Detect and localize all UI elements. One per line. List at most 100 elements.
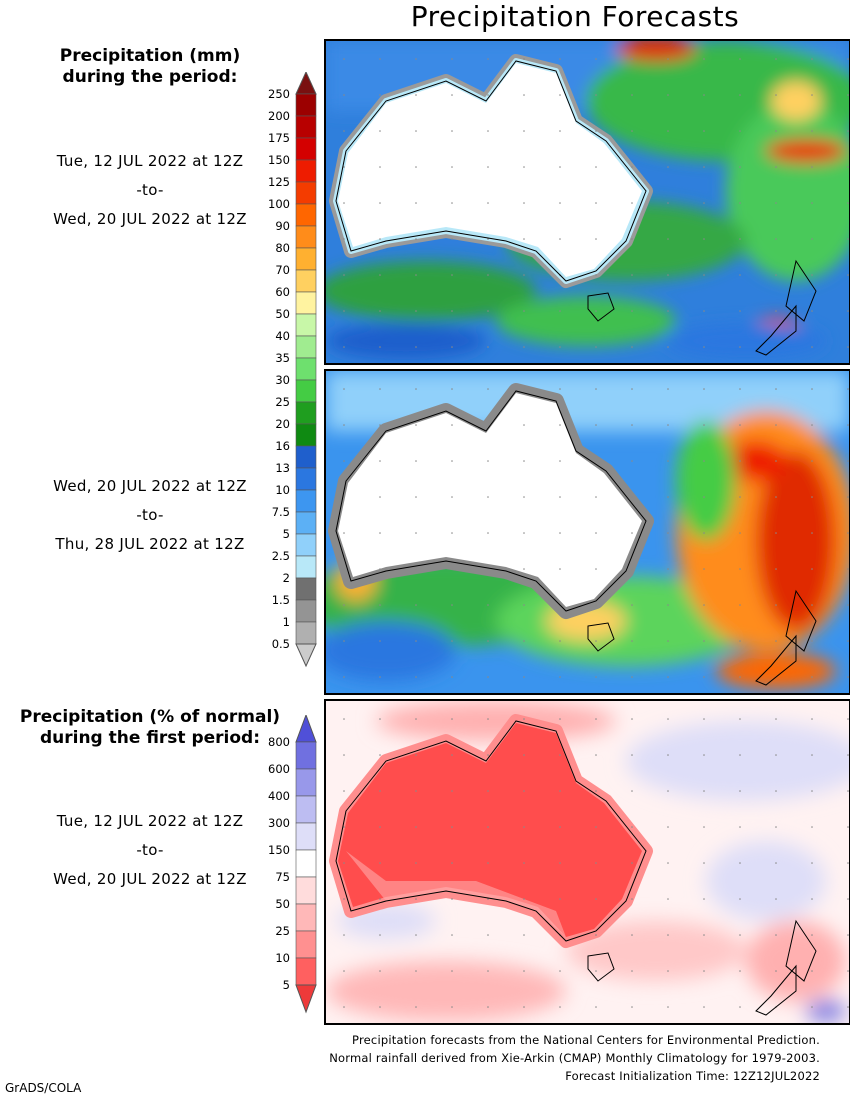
anomaly-colorbar-tick-label: 5	[282, 978, 290, 992]
precip-colorbar	[295, 72, 317, 668]
credit-label: GrADS/COLA	[5, 1081, 82, 1095]
precip-colorbar-tick-label: 20	[275, 417, 290, 431]
footer-notes: Precipitation forecasts from the Nationa…	[220, 1031, 820, 1085]
precip-colorbar-swatch	[295, 203, 317, 227]
precip-colorbar-tick-label: 250	[268, 87, 290, 101]
precip-colorbar-swatch	[295, 599, 317, 623]
precip-colorbar-tick-label: 60	[275, 285, 290, 299]
anomaly-colorbar-bottom-arrow	[295, 984, 317, 1014]
anomaly-colorbar-tick-label: 10	[275, 951, 290, 965]
anomaly-colorbar-tick-label: 600	[268, 762, 290, 776]
precip-colorbar-tick-label: 125	[268, 175, 290, 189]
footer-line1: Precipitation forecasts from the Nationa…	[352, 1033, 820, 1047]
precip-colorbar-swatch	[295, 511, 317, 535]
precip-colorbar-swatch	[295, 313, 317, 337]
anomaly-colorbar	[295, 715, 317, 1014]
precip-colorbar-tick-label: 50	[275, 307, 290, 321]
precip-colorbar-tick-label: 25	[275, 395, 290, 409]
anomaly-colorbar-swatch	[295, 876, 317, 905]
anomaly-colorbar-swatch	[295, 822, 317, 851]
precip-colorbar-tick-label: 7.5	[271, 505, 290, 519]
period2-sep: -to-	[136, 506, 164, 524]
period1-label: Tue, 12 JUL 2022 at 12Z -to- Wed, 20 JUL…	[0, 147, 300, 234]
precip-colorbar-bottom-arrow	[295, 643, 317, 668]
anomaly-colorbar-tick-label: 300	[268, 816, 290, 830]
anomaly-colorbar-swatch	[295, 930, 317, 959]
period3-sep: -to-	[136, 841, 164, 859]
footer-line2: Normal rainfall derived from Xie-Arkin (…	[329, 1051, 820, 1065]
precip-legend-header: Precipitation (mm) during the period:	[0, 46, 300, 88]
forecast-map-period1	[324, 39, 850, 365]
precip-colorbar-tick-label: 0.5	[271, 637, 290, 651]
period1-sep: -to-	[136, 181, 164, 199]
footer-line3: Forecast Initialization Time: 12Z12JUL20…	[565, 1069, 820, 1083]
anomaly-colorbar-tick-label: 75	[275, 870, 290, 884]
precip-colorbar-swatch	[295, 247, 317, 271]
precip-colorbar-tick-label: 70	[275, 263, 290, 277]
anomaly-colorbar-swatch	[295, 957, 317, 986]
anomaly-colorbar-swatch	[295, 903, 317, 932]
precip-colorbar-swatch	[295, 467, 317, 491]
precip-colorbar-swatch	[295, 379, 317, 403]
anomaly-colorbar-tick-label: 50	[275, 897, 290, 911]
precip-colorbar-swatch	[295, 115, 317, 139]
anomaly-legend-header-line1: Precipitation (% of normal)	[19, 707, 281, 727]
precip-colorbar-swatch	[295, 489, 317, 513]
anomaly-colorbar-swatch	[295, 741, 317, 770]
anomaly-colorbar-swatch	[295, 849, 317, 878]
precip-colorbar-tick-label: 13	[275, 461, 290, 475]
precip-colorbar-swatch	[295, 159, 317, 183]
anomaly-legend-header-line2: during the first period:	[39, 728, 261, 748]
precip-colorbar-tick-label: 30	[275, 373, 290, 387]
anomaly-colorbar-tick-label: 800	[268, 735, 290, 749]
precip-colorbar-swatch	[295, 423, 317, 447]
period3-end: Wed, 20 JUL 2022 at 12Z	[53, 870, 247, 888]
anomaly-colorbar-top-arrow	[295, 715, 317, 743]
forecast-map-period2	[324, 369, 850, 695]
precip-colorbar-swatch	[295, 181, 317, 205]
precip-colorbar-swatch	[295, 137, 317, 161]
precip-colorbar-swatch	[295, 401, 317, 425]
period2-end: Thu, 28 JUL 2022 at 12Z	[55, 535, 245, 553]
precip-colorbar-tick-label: 40	[275, 329, 290, 343]
precip-colorbar-tick-label: 100	[268, 197, 290, 211]
anomaly-colorbar-tick-label: 150	[268, 843, 290, 857]
precip-colorbar-swatch	[295, 335, 317, 359]
period2-start: Wed, 20 JUL 2022 at 12Z	[53, 477, 247, 495]
period3-label: Tue, 12 JUL 2022 at 12Z -to- Wed, 20 JUL…	[0, 807, 300, 894]
anomaly-legend-header: Precipitation (% of normal) during the f…	[0, 707, 300, 749]
anomaly-colorbar-swatch	[295, 768, 317, 797]
period3-start: Tue, 12 JUL 2022 at 12Z	[56, 812, 244, 830]
precip-colorbar-tick-label: 175	[268, 131, 290, 145]
period1-end: Wed, 20 JUL 2022 at 12Z	[53, 210, 247, 228]
precip-colorbar-tick-label: 2.5	[271, 549, 290, 563]
precip-legend-header-line2: during the period:	[62, 67, 238, 87]
precip-colorbar-swatch	[295, 621, 317, 645]
precip-legend-header-line1: Precipitation (mm)	[59, 46, 241, 66]
precip-colorbar-swatch	[295, 555, 317, 579]
anomaly-map-period1	[324, 699, 850, 1025]
precip-colorbar-tick-label: 1.5	[271, 593, 290, 607]
period2-label: Wed, 20 JUL 2022 at 12Z -to- Thu, 28 JUL…	[0, 472, 300, 559]
precip-colorbar-swatch	[295, 225, 317, 249]
precip-colorbar-swatch	[295, 533, 317, 557]
precip-colorbar-tick-label: 90	[275, 219, 290, 233]
precip-colorbar-tick-label: 200	[268, 109, 290, 123]
precip-colorbar-tick-label: 80	[275, 241, 290, 255]
precip-colorbar-tick-label: 16	[275, 439, 290, 453]
period1-start: Tue, 12 JUL 2022 at 12Z	[56, 152, 244, 170]
precip-colorbar-swatch	[295, 269, 317, 293]
precip-colorbar-swatch	[295, 577, 317, 601]
precip-colorbar-tick-label: 2	[282, 571, 290, 585]
precip-colorbar-swatch	[295, 445, 317, 469]
page-title: Precipitation Forecasts	[410, 0, 740, 33]
precip-colorbar-tick-label: 1	[282, 615, 290, 629]
precip-colorbar-swatch	[295, 357, 317, 381]
precip-colorbar-swatch	[295, 291, 317, 315]
precip-colorbar-tick-label: 5	[282, 527, 290, 541]
precip-colorbar-tick-label: 150	[268, 153, 290, 167]
precip-colorbar-top-arrow	[295, 72, 317, 95]
precip-colorbar-tick-label: 35	[275, 351, 290, 365]
anomaly-colorbar-tick-label: 400	[268, 789, 290, 803]
anomaly-colorbar-swatch	[295, 795, 317, 824]
